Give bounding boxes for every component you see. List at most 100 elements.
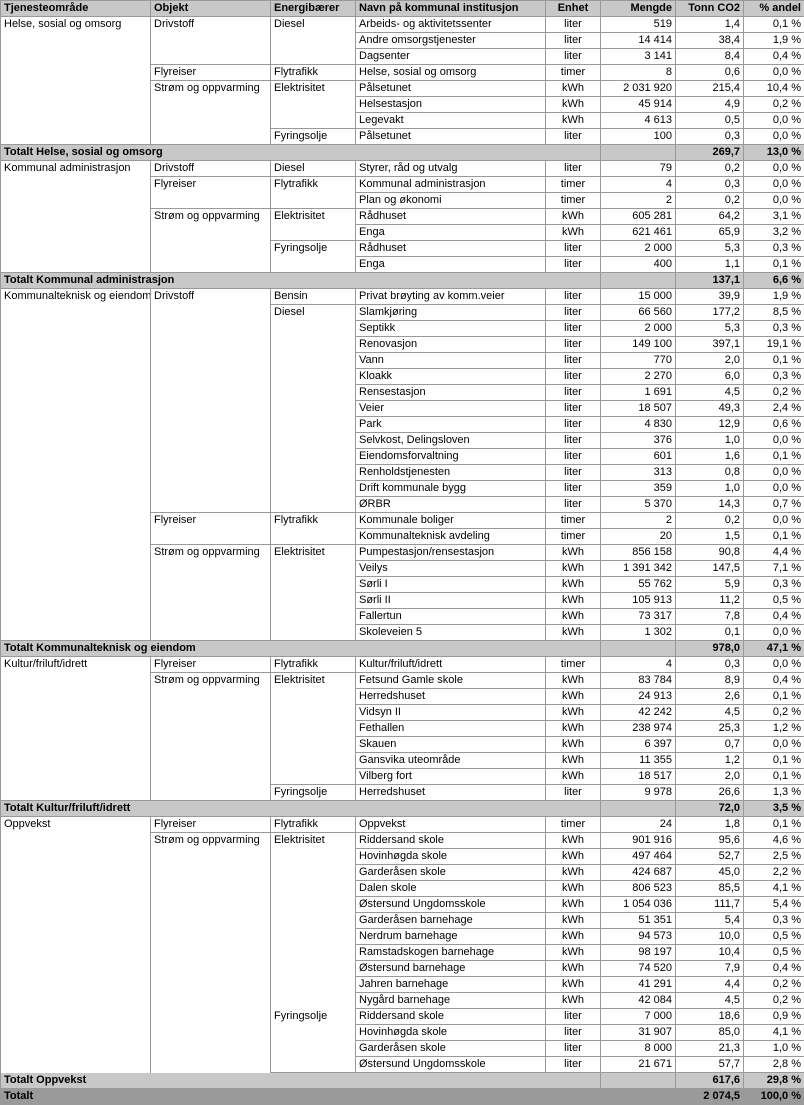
cell-mengde: 31 907: [601, 1025, 676, 1041]
cell-enhet: kWh: [546, 577, 601, 593]
cell-co2: 4,5: [676, 993, 744, 1009]
cell-navn: Privat brøyting av komm.veier: [356, 289, 546, 305]
table-row: Engaliter4001,10,1 %: [1, 257, 804, 273]
cell-mengde: 400: [601, 257, 676, 273]
cell-co2: 397,1: [676, 337, 744, 353]
cell-co2: 1,4: [676, 17, 744, 33]
cell-mengde: 4: [601, 657, 676, 673]
cell-navn: Rådhuset: [356, 209, 546, 225]
cell-navn: Vann: [356, 353, 546, 369]
cell-navn: Fetsund Gamle skole: [356, 673, 546, 689]
cell-enhet: kWh: [546, 81, 601, 97]
cell-objekt: Flyreiser: [151, 817, 271, 833]
cell-co2: 5,9: [676, 577, 744, 593]
cell-co2: 39,9: [676, 289, 744, 305]
cell-navn: Rådhuset: [356, 241, 546, 257]
table-row: FyringsoljeRådhusetliter2 0005,30,3 %: [1, 241, 804, 257]
cell-pct: 3,2 %: [744, 225, 804, 241]
cell-co2: 0,3: [676, 129, 744, 145]
cell-co2: 85,0: [676, 1025, 744, 1041]
cell-enhet: kWh: [546, 113, 601, 129]
cell-pct: 0,4 %: [744, 673, 804, 689]
cell-enhet: kWh: [546, 561, 601, 577]
cell-navn: Kultur/friluft/idrett: [356, 657, 546, 673]
cell-navn: Enga: [356, 257, 546, 273]
header-row: Tjenesteområde Objekt Energibærer Navn p…: [1, 1, 804, 17]
cell-navn: Slamkjøring: [356, 305, 546, 321]
cell-pct: 4,1 %: [744, 1025, 804, 1041]
cell-enhet: timer: [546, 817, 601, 833]
cell-mengde: 424 687: [601, 865, 676, 881]
cell-navn: Jahren barnehage: [356, 977, 546, 993]
cell-energibaerer: Flytrafikk: [271, 817, 356, 833]
cell-navn: Kloakk: [356, 369, 546, 385]
cell-pct: 1,2 %: [744, 721, 804, 737]
col-objekt: Objekt: [151, 1, 271, 17]
cell-co2: 0,6: [676, 65, 744, 81]
cell-mengde: 806 523: [601, 881, 676, 897]
cell-navn: Kommunalteknisk avdeling: [356, 529, 546, 545]
cell-pct: 0,9 %: [744, 1009, 804, 1025]
cell-energibaerer: Fyringsolje: [271, 1009, 356, 1025]
table-row: Gansvika uteområdekWh11 3551,20,1 %: [1, 753, 804, 769]
cell-enhet: kWh: [546, 849, 601, 865]
cell-objekt: Drivstoff: [151, 17, 271, 33]
cell-pct: 0,1 %: [744, 753, 804, 769]
cell-co2: 1,8: [676, 817, 744, 833]
cell-pct: 1,9 %: [744, 289, 804, 305]
table-row: VeilyskWh1 391 342147,57,1 %: [1, 561, 804, 577]
table-row: Vannliter7702,00,1 %: [1, 353, 804, 369]
cell-objekt: Strøm og oppvarming: [151, 81, 271, 97]
cell-objekt: Flyreiser: [151, 177, 271, 193]
cell-enhet: liter: [546, 353, 601, 369]
cell-navn: Helsestasjon: [356, 97, 546, 113]
table-row: Østersund barnehagekWh74 5207,90,4 %: [1, 961, 804, 977]
cell-pct: 0,4 %: [744, 609, 804, 625]
cell-mengde: 98 197: [601, 945, 676, 961]
cell-navn: Gansvika uteområde: [356, 753, 546, 769]
cell-navn: Renholdstjenesten: [356, 465, 546, 481]
cell-objekt: Strøm og oppvarming: [151, 673, 271, 689]
cell-enhet: liter: [546, 497, 601, 513]
subtotal-pct: 3,5 %: [744, 801, 804, 817]
cell-pct: 4,4 %: [744, 545, 804, 561]
cell-co2: 52,7: [676, 849, 744, 865]
table-row: FlyreiserFlytrafikkHelse, sosial og omso…: [1, 65, 804, 81]
cell-pct: 0,0 %: [744, 625, 804, 641]
cell-enhet: kWh: [546, 881, 601, 897]
cell-pct: 4,1 %: [744, 881, 804, 897]
cell-pct: 0,0 %: [744, 465, 804, 481]
cell-navn: Veilys: [356, 561, 546, 577]
cell-pct: 0,1 %: [744, 689, 804, 705]
cell-objekt: Flyreiser: [151, 657, 271, 673]
cell-co2: 2,6: [676, 689, 744, 705]
col-navn: Navn på kommunal institusjon: [356, 1, 546, 17]
cell-pct: 0,2 %: [744, 385, 804, 401]
cell-enhet: kWh: [546, 865, 601, 881]
col-andel: % andel: [744, 1, 804, 17]
cell-enhet: timer: [546, 177, 601, 193]
cell-energibaerer: Elektrisitet: [271, 209, 356, 225]
cell-co2: 4,4: [676, 977, 744, 993]
cell-pct: 0,0 %: [744, 177, 804, 193]
cell-enhet: kWh: [546, 897, 601, 913]
table-row: Dalen skolekWh806 52385,54,1 %: [1, 881, 804, 897]
table-row: Veierliter18 50749,32,4 %: [1, 401, 804, 417]
cell-tjenesteomrade: Kultur/friluft/idrett: [1, 657, 151, 673]
table-row: SkauenkWh6 3970,70,0 %: [1, 737, 804, 753]
cell-enhet: liter: [546, 321, 601, 337]
cell-co2: 1,2: [676, 753, 744, 769]
cell-mengde: 42 242: [601, 705, 676, 721]
table-row: HelsestasjonkWh45 9144,90,2 %: [1, 97, 804, 113]
emissions-table: Tjenesteområde Objekt Energibærer Navn p…: [0, 0, 804, 1105]
cell-navn: Ramstadskogen barnehage: [356, 945, 546, 961]
cell-objekt: Flyreiser: [151, 513, 271, 529]
col-tjenesteomrade: Tjenesteområde: [1, 1, 151, 17]
cell-mengde: 14 414: [601, 33, 676, 49]
cell-co2: 38,4: [676, 33, 744, 49]
cell-navn: ØRBR: [356, 497, 546, 513]
cell-mengde: 2 000: [601, 241, 676, 257]
subtotal-row: Totalt Kommunalteknisk og eiendom978,047…: [1, 641, 804, 657]
cell-navn: Drift kommunale bygg: [356, 481, 546, 497]
cell-navn: Herredshuset: [356, 785, 546, 801]
